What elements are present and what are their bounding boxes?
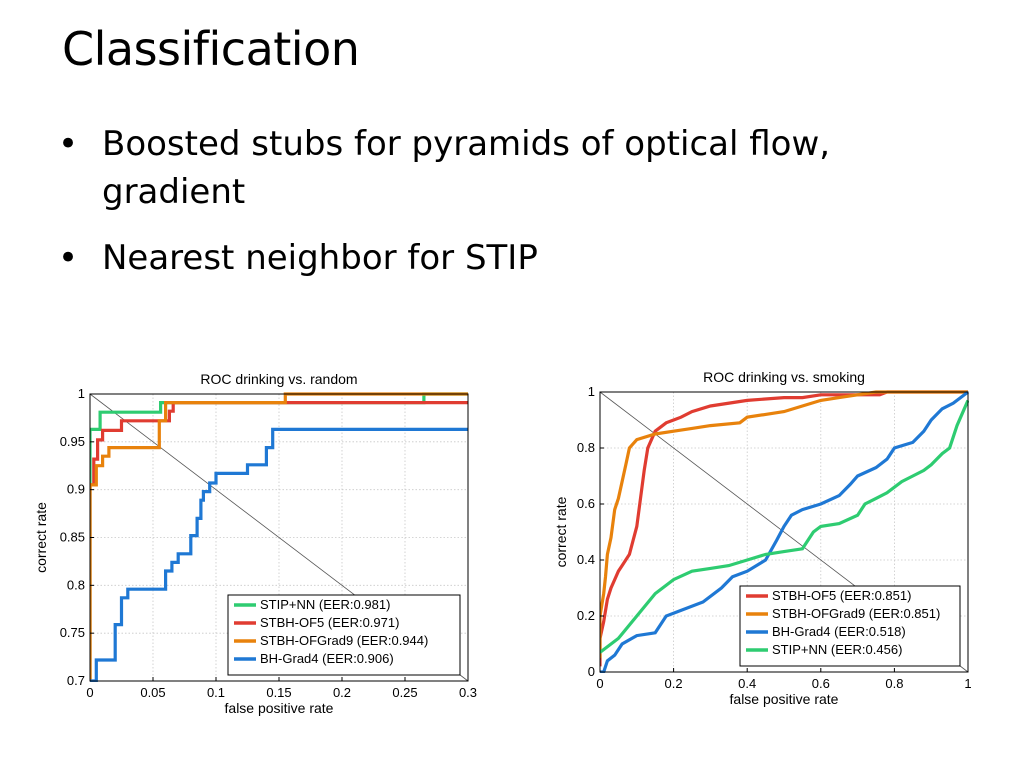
- x-tick-label: 0.4: [738, 676, 756, 691]
- bullet-item: • Nearest neighbor for STIP: [58, 234, 958, 282]
- y-axis-label: correct rate: [33, 502, 49, 573]
- bullet-dot-icon: •: [58, 238, 79, 278]
- y-tick-label: 0: [588, 664, 595, 679]
- bullet-dot-icon: •: [58, 124, 79, 164]
- series-line-stip-nn: [600, 399, 969, 654]
- legend-box: [227, 594, 461, 676]
- y-tick-label: 0.7: [67, 673, 85, 688]
- series-line-stip-nn: [90, 392, 468, 681]
- x-tick-label: 0.2: [333, 685, 351, 700]
- legend-box: [739, 585, 961, 667]
- legend-label: STBH-OFGrad9 (EER:0.851): [772, 606, 940, 621]
- legend: STIP+NN (EER:0.981) STBH-OF5 (EER:0.971) S…: [227, 594, 461, 676]
- x-tick-label: 0.05: [140, 685, 165, 700]
- legend-label: STBH-OFGrad9 (EER:0.944): [260, 633, 428, 648]
- x-tick-label: 0: [596, 676, 603, 691]
- chart-title: ROC drinking vs. smoking: [703, 369, 865, 385]
- y-tick-label: 0.85: [60, 530, 85, 545]
- legend-label: STBH-OF5 (EER:0.851): [772, 588, 911, 603]
- legend: STBH-OF5 (EER:0.851) STBH-OFGrad9 (EER:0.…: [739, 585, 961, 667]
- x-tick-label: 0.6: [812, 676, 830, 691]
- y-tick-label: 0.95: [60, 434, 85, 449]
- legend-label: BH-Grad4 (EER:0.518): [772, 624, 906, 639]
- legend-label: BH-Grad4 (EER:0.906): [260, 651, 394, 666]
- legend-label: STIP+NN (EER:0.456): [772, 642, 902, 657]
- x-axis-label: false positive rate: [225, 700, 334, 716]
- y-tick-label: 0.9: [67, 482, 85, 497]
- legend-label: STIP+NN (EER:0.981): [260, 597, 390, 612]
- x-tick-label: 0.1: [207, 685, 225, 700]
- x-tick-label: 0.3: [459, 685, 477, 700]
- roc-chart-drinking-vs-random: 0 0.05 0.1 0.15 0.2 0.25 0.3 0.7 0.75 0.8 0.85 0.9 0…: [33, 371, 477, 716]
- y-tick-label: 0.4: [577, 552, 595, 567]
- series-line-stbh-of5: [600, 390, 968, 667]
- series-line-bh-grad4: [600, 390, 969, 673]
- x-tick-label: 0: [86, 685, 93, 700]
- y-tick-label: 1: [588, 384, 595, 399]
- y-tick-label: 0.8: [577, 440, 595, 455]
- y-tick-label: 0.6: [577, 496, 595, 511]
- bullet-text: Nearest neighbor for STIP: [102, 238, 538, 278]
- bullet-text: Boosted stubs for pyramids of optical fl…: [102, 124, 831, 212]
- x-axis-label: false positive rate: [730, 691, 839, 707]
- y-tick-label: 1: [78, 386, 85, 401]
- bullet-list: • Boosted stubs for pyramids of optical …: [58, 120, 958, 300]
- legend-label: STBH-OF5 (EER:0.971): [260, 615, 399, 630]
- y-tick-label: 0.2: [577, 608, 595, 623]
- slide-title: Classification: [62, 22, 360, 76]
- bullet-item: • Boosted stubs for pyramids of optical …: [58, 120, 958, 216]
- x-tick-label: 0.8: [885, 676, 903, 691]
- roc-chart-drinking-vs-smoking: 0 0.2 0.4 0.6 0.8 1 0 0.2 0.4 0.6 0.8 1 ROC drinking…: [553, 369, 972, 707]
- series-line-bh-grad4: [90, 427, 468, 682]
- series-line-stbh-ofgrad9: [90, 392, 468, 681]
- x-tick-label: 1: [964, 676, 971, 691]
- x-tick-label: 0.2: [665, 676, 683, 691]
- y-tick-label: 0.75: [60, 625, 85, 640]
- x-tick-label: 0.15: [266, 685, 291, 700]
- axes-box: [599, 391, 969, 673]
- y-axis-label: correct rate: [553, 496, 569, 567]
- y-tick-label: 0.8: [67, 577, 85, 592]
- series-line-stbh-ofgrad9: [600, 390, 968, 658]
- series-line-stbh-of5: [90, 401, 468, 681]
- chart-title: ROC drinking vs. random: [200, 371, 357, 387]
- x-tick-label: 0.25: [392, 685, 417, 700]
